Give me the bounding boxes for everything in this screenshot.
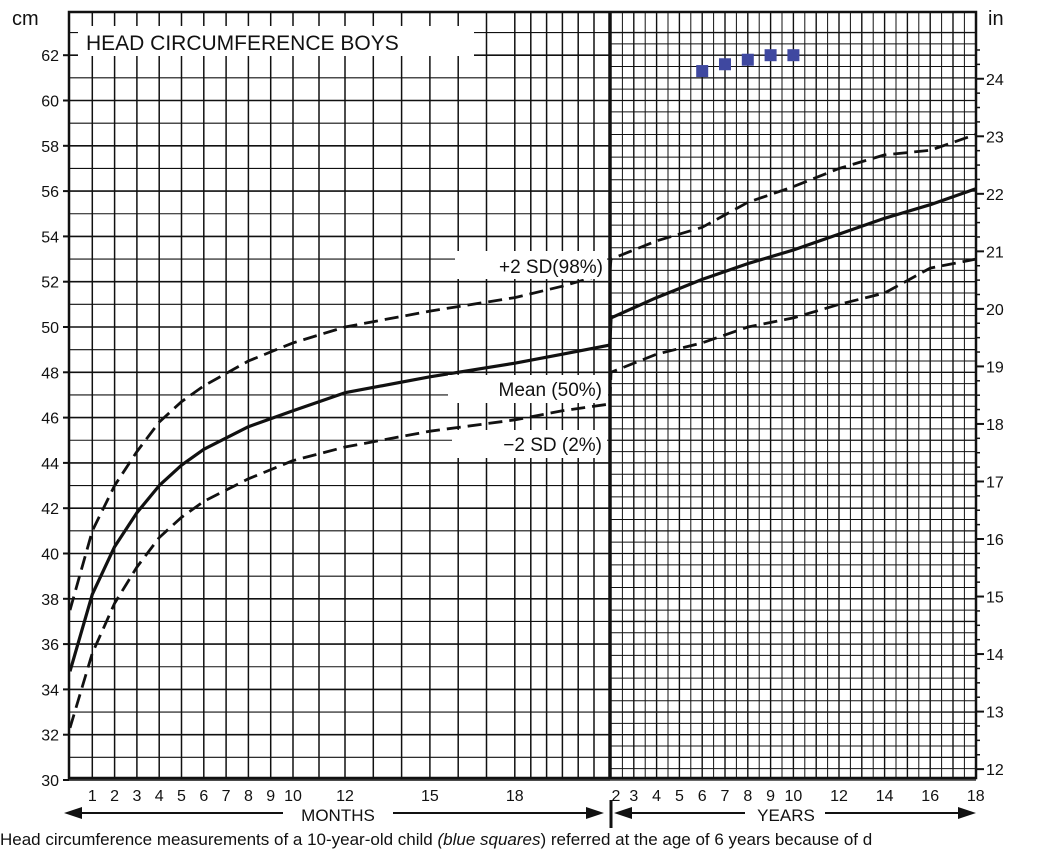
growth-chart: 3032343638404244464850525456586062121314…	[0, 0, 1050, 830]
x-tick-label-month: 4	[155, 788, 164, 805]
right-unit-label: in	[988, 8, 1004, 30]
x-tick-label-year: 3	[629, 788, 638, 805]
y-tick-label-in: 24	[986, 72, 1004, 89]
y-tick-label-cm: 50	[41, 320, 59, 337]
label-box-minus2sd	[452, 430, 607, 458]
months-arrow	[64, 807, 604, 819]
y-tick-label-in: 13	[986, 705, 1004, 722]
series-line-0	[68, 133, 977, 611]
caption-lead: Head circumference measurements of a 10-…	[0, 830, 438, 849]
x-tick-label-year: 6	[698, 788, 707, 805]
y-tick-label-in: 19	[986, 359, 1004, 376]
measurement-marker	[787, 49, 800, 62]
y-tick-label-cm: 40	[41, 547, 59, 564]
x-tick-label-year: 10	[785, 788, 803, 805]
y-tick-label-in: 14	[986, 647, 1004, 664]
x-tick-label-year: 7	[721, 788, 730, 805]
measurement-markers	[696, 49, 800, 78]
x-axis-label-months: MONTHS	[301, 806, 375, 825]
y-tick-label-in: 15	[986, 590, 1004, 607]
y-tick-label-cm: 34	[41, 682, 59, 699]
x-tick-label-year: 4	[652, 788, 661, 805]
y-tick-label-in: 16	[986, 532, 1004, 549]
y-tick-label-in: 17	[986, 474, 1004, 491]
x-axis-label-years: YEARS	[757, 806, 815, 825]
x-tick-label-month: 9	[266, 788, 275, 805]
x-tick-label-year: 18	[967, 788, 985, 805]
caption-emphasis: (blue squares	[437, 830, 541, 849]
series-line-2	[68, 257, 977, 729]
x-tick-label-year: 16	[921, 788, 939, 805]
y-tick-label-cm: 62	[41, 48, 59, 65]
y-tick-label-cm: 30	[41, 773, 59, 790]
x-tick-label-month: 10	[284, 788, 302, 805]
y-tick-label-cm: 58	[41, 139, 59, 156]
y-tick-label-in: 18	[986, 417, 1004, 434]
y-tick-label-in: 23	[986, 129, 1004, 146]
chart-background	[0, 0, 1050, 830]
left-unit-label: cm	[12, 8, 39, 30]
y-tick-label-cm: 36	[41, 637, 59, 654]
label-mean: Mean (50%)	[499, 380, 603, 401]
measurement-marker	[696, 65, 709, 78]
chart-curves	[68, 133, 977, 729]
months-label-box	[283, 802, 393, 826]
measurement-marker	[764, 49, 777, 62]
x-tick-label-month: 8	[244, 788, 253, 805]
chart-axis-ticks: 3032343638404244464850525456586062121314…	[41, 48, 1004, 805]
y-tick-label-cm: 42	[41, 501, 59, 518]
x-tick-label-year: 2	[612, 788, 621, 805]
y-tick-label-in: 20	[986, 302, 1004, 319]
x-tick-label-month: 6	[199, 788, 208, 805]
x-tick-label-month: 18	[506, 788, 524, 805]
chart-title-box	[78, 26, 474, 56]
y-tick-label-cm: 56	[41, 184, 59, 201]
y-tick-label-in: 21	[986, 244, 1004, 261]
chart-title: HEAD CIRCUMFERENCE BOYS	[86, 32, 399, 55]
y-tick-label-cm: 54	[41, 229, 59, 246]
label-minus2sd: −2 SD (2%)	[503, 435, 602, 456]
label-box-mean	[448, 375, 608, 403]
y-tick-label-in: 22	[986, 187, 1004, 204]
caption-tail: ) referred at the age of 6 years because…	[540, 830, 873, 849]
y-tick-label-cm: 48	[41, 365, 59, 382]
x-tick-label-year: 14	[876, 788, 894, 805]
label-box-plus2sd	[455, 251, 607, 279]
measurement-marker	[719, 58, 731, 71]
y-tick-label-cm: 52	[41, 275, 59, 292]
figure-caption: Head circumference measurements of a 10-…	[0, 830, 1050, 854]
y-tick-label-cm: 38	[41, 592, 59, 609]
x-tick-label-month: 15	[421, 788, 439, 805]
y-tick-label-cm: 44	[41, 456, 59, 473]
x-tick-label-year: 12	[830, 788, 848, 805]
x-tick-label-month: 3	[132, 788, 141, 805]
years-label-box	[745, 802, 825, 826]
series-line-1	[68, 187, 977, 672]
label-plus2sd: +2 SD(98%)	[499, 257, 603, 278]
x-tick-label-month: 1	[88, 788, 97, 805]
x-tick-label-year: 5	[675, 788, 684, 805]
y-tick-label-cm: 32	[41, 728, 59, 745]
y-tick-label-cm: 60	[41, 94, 59, 111]
x-tick-label-month: 2	[110, 788, 119, 805]
x-tick-label-month: 12	[336, 788, 354, 805]
y-tick-label-in: 12	[986, 762, 1004, 779]
x-tick-label-year: 9	[766, 788, 775, 805]
x-tick-label-month: 7	[222, 788, 231, 805]
y-tick-label-cm: 46	[41, 411, 59, 428]
x-tick-label-year: 8	[743, 788, 752, 805]
x-tick-label-month: 5	[177, 788, 186, 805]
measurement-marker	[741, 53, 754, 66]
years-arrow	[614, 807, 976, 819]
